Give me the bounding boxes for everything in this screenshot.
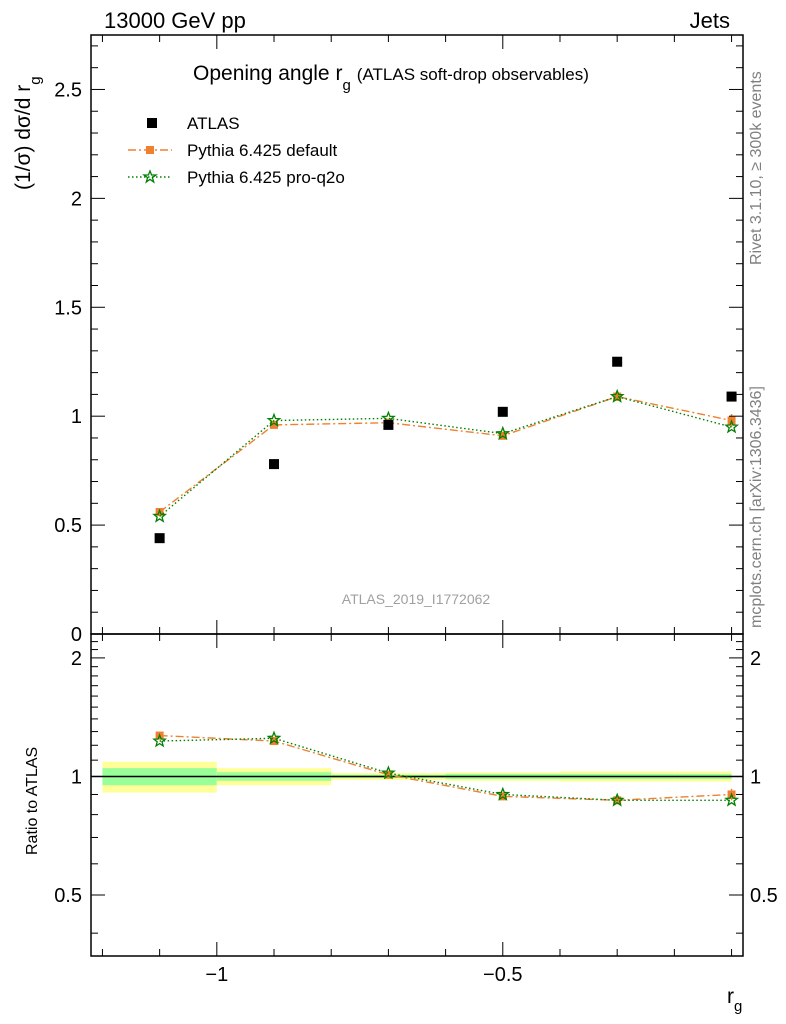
header-right: Jets bbox=[690, 8, 730, 33]
legend: ATLAS Pythia 6.425 default Pythia 6.425 … bbox=[128, 114, 345, 187]
atlas-data-point bbox=[154, 533, 165, 544]
main-ytick-label: 2.5 bbox=[54, 79, 82, 101]
pythia-default-point bbox=[613, 392, 622, 401]
rivet-label: Rivet 3.1.10, ≥ 300k events bbox=[748, 71, 765, 265]
ratio-xlabel: rg bbox=[727, 985, 742, 1015]
legend-label-default: Pythia 6.425 default bbox=[187, 141, 338, 160]
ratio-series-layer bbox=[152, 730, 740, 807]
pythia-proq2o-point bbox=[495, 425, 511, 441]
main-title-subscript: g bbox=[342, 77, 350, 94]
series-pythia-default-line bbox=[159, 395, 732, 513]
main-axis-ticks: 0 0.5 1 1.5 2 2.5 bbox=[54, 35, 743, 646]
pythia-proq2o-point bbox=[609, 388, 625, 403]
main-ytick-label: 0.5 bbox=[54, 515, 82, 537]
pythia-proq2o-point bbox=[152, 508, 168, 523]
ratio-ytick-label-right: 1 bbox=[750, 766, 761, 788]
legend-marker-default bbox=[146, 146, 154, 154]
ratio-pythia-default-point bbox=[384, 770, 393, 779]
ratio-pythia-default-line bbox=[159, 734, 732, 801]
main-ytick-label: 1 bbox=[71, 406, 82, 428]
main-title: Opening angle rg (ATLAS soft-drop observa… bbox=[193, 62, 589, 94]
main-ytick-label: 1.5 bbox=[54, 297, 82, 319]
ratio-frame bbox=[90, 633, 744, 957]
ratio-ytick-label-right: 0.5 bbox=[750, 885, 778, 907]
ratio-panel: 0.5 0.5 1 1 2 2 −1 −0.5 Ratio to ATLAS rg bbox=[24, 633, 778, 1015]
ratio-ytick-label: 1 bbox=[71, 766, 82, 788]
ratio-pythia-proq2o-point bbox=[266, 730, 282, 745]
ratio-ytick-label-right: 2 bbox=[750, 648, 761, 670]
main-ylabel: (1/σ) dσ/d rg bbox=[12, 76, 44, 190]
legend-label-atlas: ATLAS bbox=[187, 114, 240, 133]
legend-marker-atlas bbox=[147, 118, 157, 128]
ratio-xlabel-text: r bbox=[727, 985, 734, 1008]
ratio-xtick-label: −0.5 bbox=[483, 964, 522, 986]
ratio-pythia-proq2o-point bbox=[609, 792, 625, 807]
atlas-data-point bbox=[383, 419, 394, 430]
legend-marker-proq2o bbox=[141, 169, 159, 184]
atlas-data-point bbox=[726, 391, 737, 402]
ratio-ytick-label: 0.5 bbox=[54, 885, 82, 907]
atlas-data-point bbox=[497, 406, 508, 417]
ratio-axis-ticks: 0.5 0.5 1 1 2 2 −1 −0.5 bbox=[54, 634, 778, 986]
ratio-xlabel-subscript: g bbox=[734, 998, 742, 1015]
header-left: 13000 GeV pp bbox=[104, 8, 246, 33]
ratio-pythia-proq2o-point bbox=[380, 765, 396, 780]
mcplots-label: mcplots.cern.ch [arXiv:1306.3436] bbox=[748, 386, 765, 628]
atlas-data-point bbox=[269, 459, 280, 470]
main-ytick-label: 2 bbox=[71, 188, 82, 210]
legend-label-proq2o: Pythia 6.425 pro-q2o bbox=[187, 168, 345, 187]
ratio-ylabel: Ratio to ATLAS bbox=[24, 747, 41, 855]
ratio-pythia-proq2o-point bbox=[495, 786, 511, 801]
pythia-default-point bbox=[270, 420, 279, 429]
pythia-proq2o-point bbox=[266, 412, 282, 427]
main-ytick-label: 0 bbox=[71, 624, 82, 646]
pythia-proq2o-point bbox=[724, 419, 740, 434]
series-pythia-proq2o-line bbox=[159, 395, 732, 517]
main-title-suffix: (ATLAS soft-drop observables) bbox=[357, 65, 589, 84]
ratio-pythia-proq2o-point bbox=[724, 792, 740, 807]
ratio-xtick-label: −1 bbox=[205, 964, 228, 986]
ratio-bands-layer bbox=[91, 761, 743, 793]
main-panel: 00.511.522.5 Opening angle rg(ATLAS soft… bbox=[12, 34, 744, 646]
ratio-pythia-proq2o-line bbox=[159, 737, 732, 801]
main-ylabel-text: (1/σ) dσ/d r bbox=[12, 85, 35, 190]
atlas-data-point bbox=[612, 356, 623, 367]
ratio-ytick-label: 2 bbox=[71, 648, 82, 670]
main-ylabel-subscript: g bbox=[27, 76, 44, 84]
watermark: ATLAS_2019_I1772062 bbox=[342, 591, 491, 607]
main-series-layer bbox=[152, 356, 740, 544]
ratio-pythia-proq2o-point bbox=[152, 733, 168, 748]
main-title-text: Opening angle r bbox=[193, 62, 342, 85]
